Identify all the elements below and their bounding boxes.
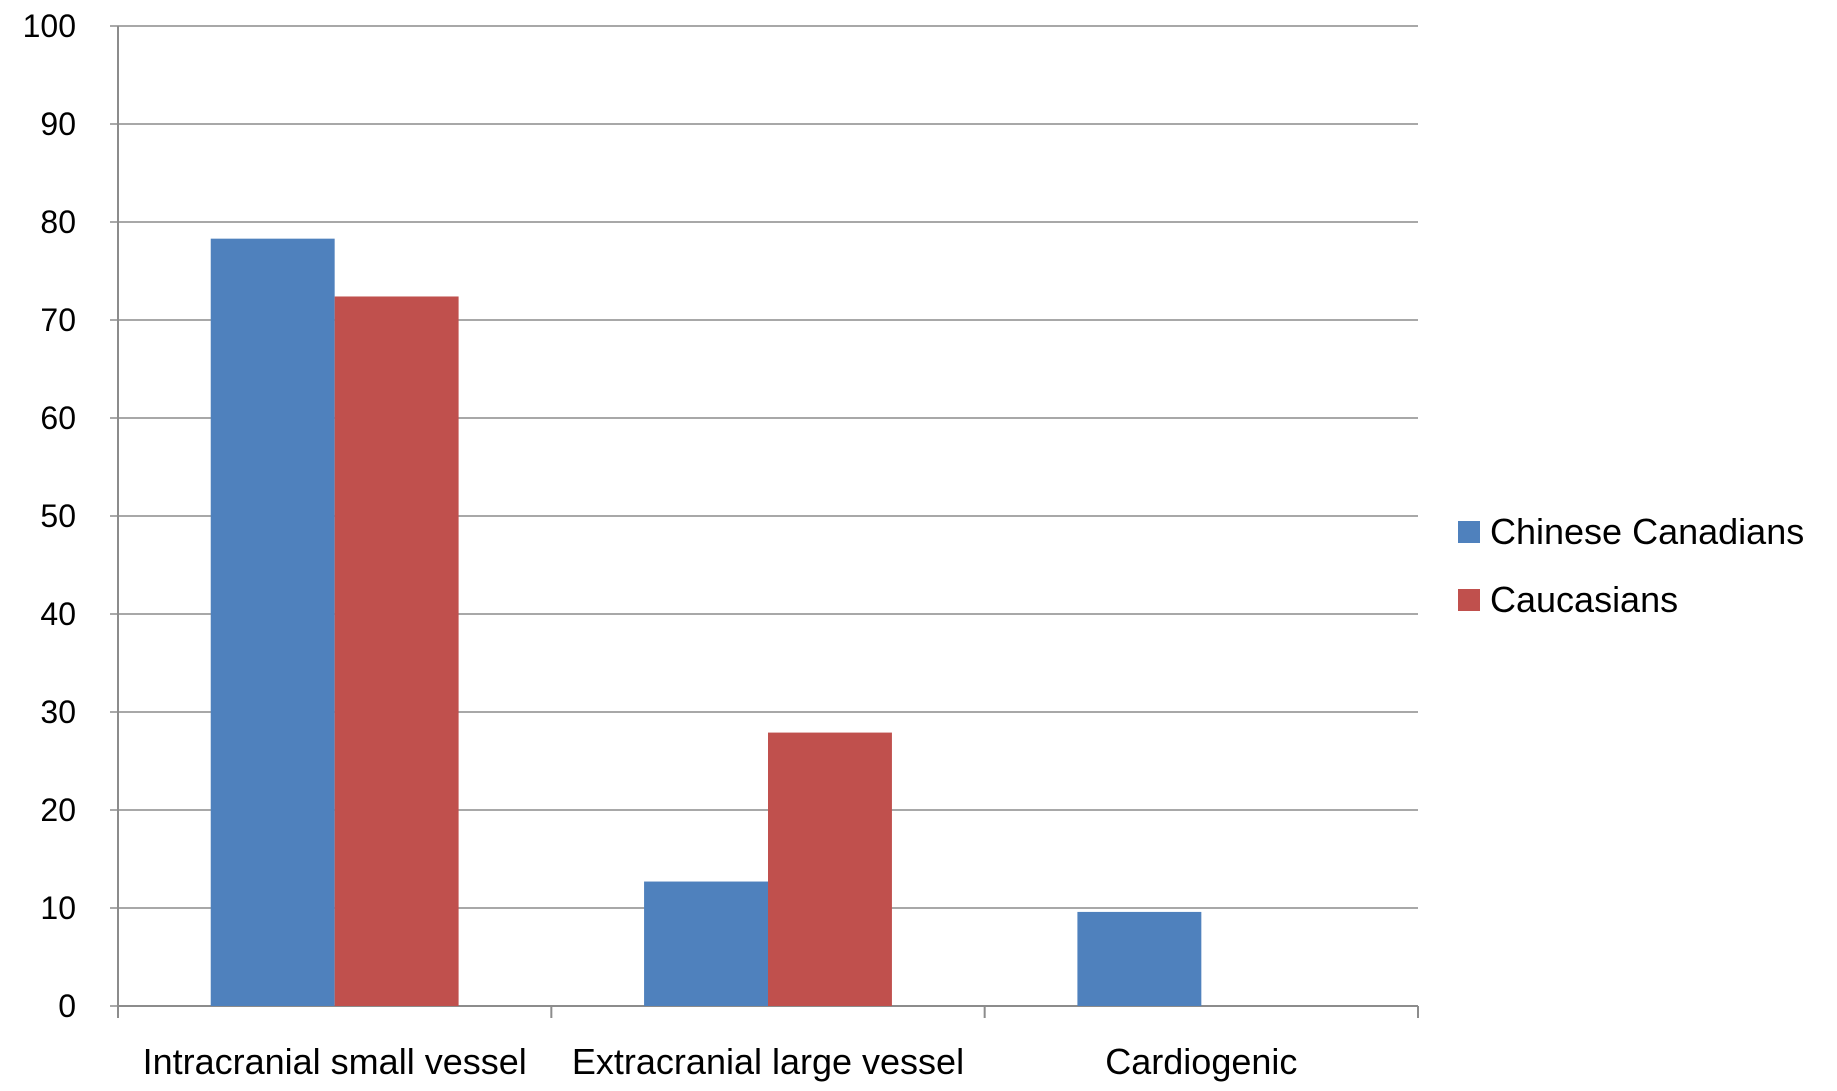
legend-label-series-1: Caucasians bbox=[1490, 579, 1679, 620]
y-tick-label-70: 70 bbox=[40, 302, 76, 338]
x-tick-label-1: Extracranial large vessel bbox=[572, 1041, 964, 1082]
bar-chinese-canadians-0 bbox=[210, 238, 335, 1006]
y-tick-label-100: 100 bbox=[23, 8, 76, 44]
y-tick-label-40: 40 bbox=[40, 596, 76, 632]
bar-chinese-canadians-1 bbox=[644, 881, 768, 1006]
bar-caucasians-1 bbox=[768, 732, 892, 1006]
y-tick-label-50: 50 bbox=[40, 498, 76, 534]
legend-label-series-0: Chinese Canadians bbox=[1490, 511, 1805, 552]
legend-item-series-1: Caucasians bbox=[1458, 566, 1804, 634]
tick-labels: 0 10 20 30 40 50 60 70 80 90 100 Intracranial small… bbox=[23, 8, 1298, 1082]
y-tick-label-90: 90 bbox=[40, 106, 76, 142]
bars bbox=[210, 238, 1202, 1007]
y-tick-label-60: 60 bbox=[40, 400, 76, 436]
y-tick-label-0: 0 bbox=[58, 988, 76, 1024]
y-tick-label-10: 10 bbox=[40, 890, 76, 926]
legend: Chinese Canadians Caucasians bbox=[1458, 498, 1804, 634]
legend-item-series-0: Chinese Canadians bbox=[1458, 498, 1804, 566]
bar-chinese-canadians-2 bbox=[1077, 911, 1202, 1006]
y-tick-label-80: 80 bbox=[40, 204, 76, 240]
x-tick-label-0: Intracranial small vessel bbox=[143, 1041, 527, 1082]
x-tick-label-2: Cardiogenic bbox=[1105, 1041, 1297, 1082]
y-tick-label-30: 30 bbox=[40, 694, 76, 730]
y-tick-label-20: 20 bbox=[40, 792, 76, 828]
legend-swatch-series-0 bbox=[1458, 521, 1480, 543]
bar-caucasians-0 bbox=[334, 296, 459, 1007]
legend-swatch-series-1 bbox=[1458, 589, 1480, 611]
